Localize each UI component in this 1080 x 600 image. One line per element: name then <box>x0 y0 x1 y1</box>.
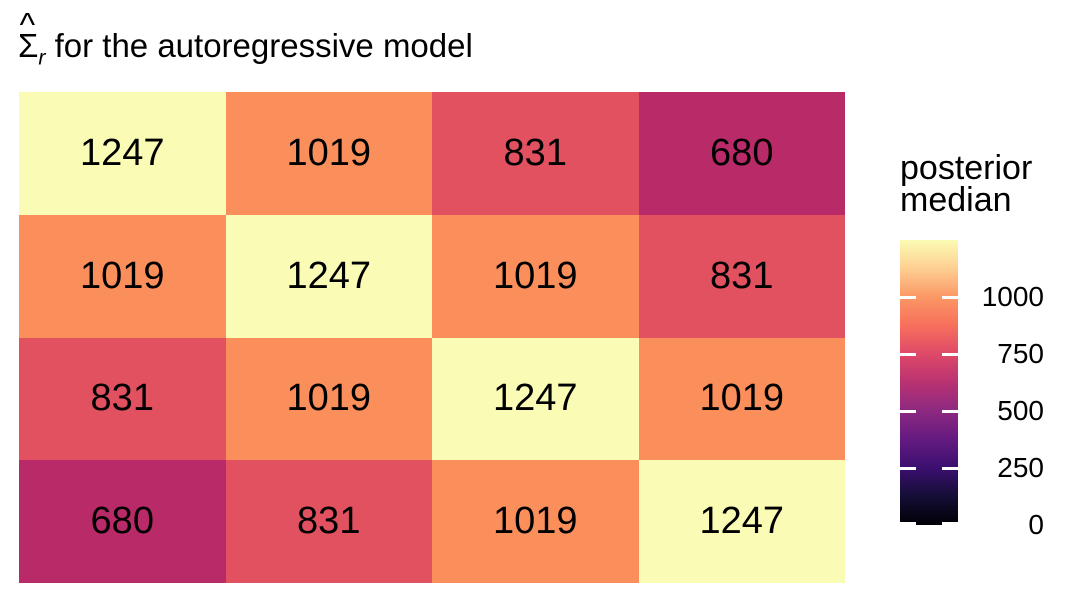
heatmap-cell-r2c1: 1019 <box>19 214 226 338</box>
colorbar-tick-label: 750 <box>997 338 1044 369</box>
colorbar-tick-label: 250 <box>997 452 1044 483</box>
heatmap-cell-r1c1: 1247 <box>19 92 226 215</box>
legend-title: posterior median <box>900 149 1060 219</box>
heatmap-cell-r4c4: 1247 <box>638 460 845 583</box>
heatmap-grid: 1247 1019 831 680 1019 1247 1019 831 831 1019 1247… <box>19 92 845 583</box>
colorbar-tick-label: 1000 <box>981 281 1044 312</box>
heatmap-cell-r2c3: 1019 <box>432 214 639 338</box>
heatmap-cell-r3c4: 1019 <box>638 337 845 461</box>
colorbar-tick <box>900 409 916 413</box>
chart-title: ^ Σr for the autoregressive model <box>18 6 473 71</box>
colorbar-tick <box>942 522 958 525</box>
heatmap-cell-r4c1: 680 <box>19 460 226 583</box>
heatmap-cell-r2c2: 1247 <box>225 214 432 338</box>
legend-title-line1: posterior <box>900 149 1033 187</box>
colorbar-tick <box>900 295 916 299</box>
heatmap-cell-r3c1: 831 <box>19 337 226 461</box>
legend-colorbar <box>900 240 958 525</box>
chart-title-text: for the autoregressive model <box>45 27 473 64</box>
colorbar-tick-label: 500 <box>997 395 1044 426</box>
colorbar-tick <box>900 466 916 470</box>
colorbar-tick <box>942 466 958 470</box>
heatmap-cell-r3c3: 1247 <box>432 337 639 461</box>
sigma-hat-symbol: ^ Σr <box>18 6 46 71</box>
colorbar-tick <box>942 409 958 413</box>
heatmap-cell-r1c4: 680 <box>638 92 845 215</box>
heatmap-cell-r4c2: 831 <box>225 460 432 583</box>
colorbar-tick <box>942 295 958 299</box>
heatmap-cell-r1c3: 831 <box>432 92 639 215</box>
legend-title-line2: median <box>900 181 1012 219</box>
hat-accent: ^ <box>19 5 36 43</box>
heatmap-cell-r4c3: 1019 <box>432 460 639 583</box>
sigma-glyph: Σ <box>18 27 39 64</box>
colorbar-tick <box>900 352 916 356</box>
colorbar-tick-label: 0 <box>1028 509 1044 540</box>
legend: posterior median 1000 750 500 250 0 <box>900 149 1060 572</box>
heatmap-cell-r1c2: 1019 <box>225 92 432 215</box>
subscript-r: r <box>38 46 46 70</box>
heatmap-cell-r3c2: 1019 <box>225 337 432 461</box>
heatmap-cell-r2c4: 831 <box>638 214 845 338</box>
colorbar-tick <box>900 522 916 525</box>
colorbar-tick <box>942 352 958 356</box>
